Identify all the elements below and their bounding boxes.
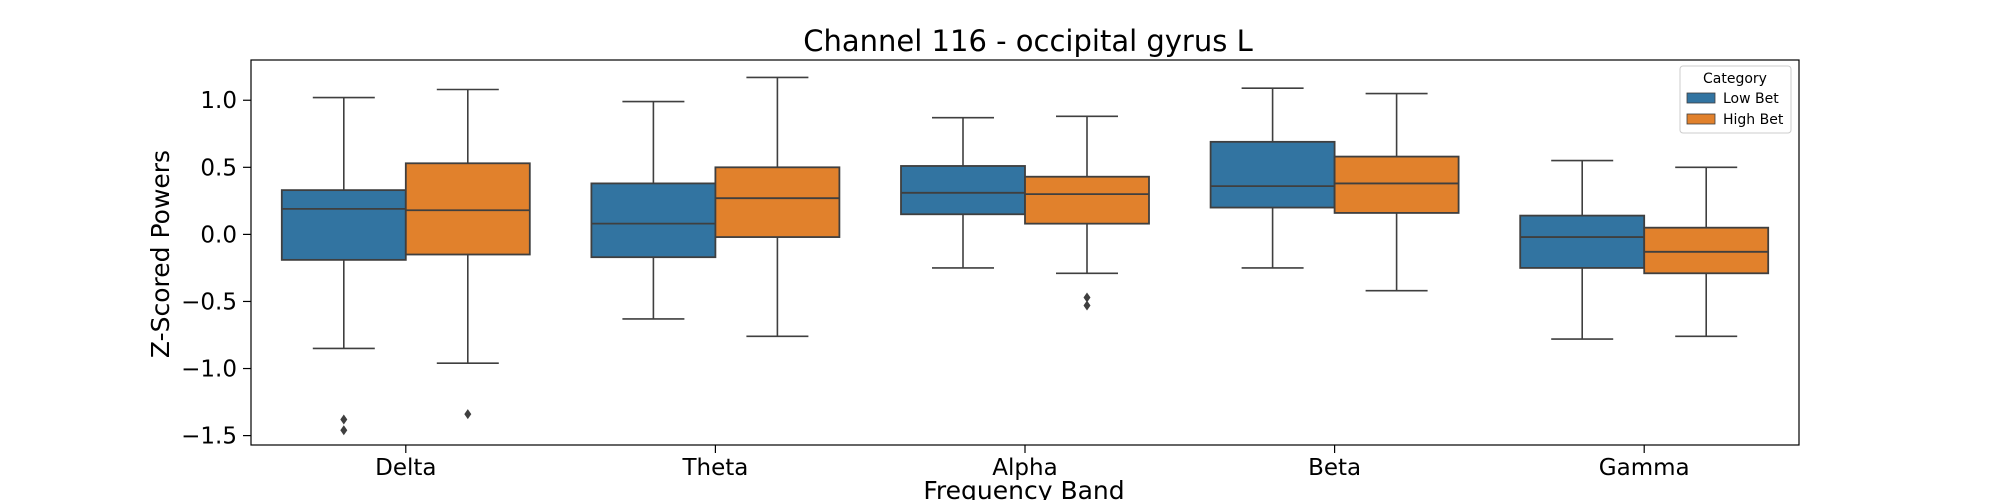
outlier-point bbox=[340, 425, 348, 436]
box-high-bet-alpha bbox=[1024, 115, 1150, 311]
box-iqr bbox=[714, 166, 841, 238]
y-axis: 1.0 0.5 0.0 −0.5 −1.0 −1.5 bbox=[181, 88, 251, 450]
box-high-bet-theta bbox=[714, 76, 841, 338]
y-tick-label: −1.0 bbox=[181, 357, 237, 383]
box-iqr bbox=[590, 182, 717, 259]
box-high-bet-delta bbox=[404, 88, 531, 420]
plot-frame bbox=[250, 59, 1800, 446]
y-axis-label: Z-Scored Powers bbox=[146, 150, 175, 358]
outlier-point bbox=[340, 414, 348, 425]
x-tick-label: Theta bbox=[681, 455, 748, 481]
box-iqr bbox=[1209, 140, 1336, 209]
chart-title: Channel 116 - occipital gyrus L bbox=[803, 24, 1252, 58]
x-tick-label: Alpha bbox=[992, 455, 1057, 481]
plot-area bbox=[280, 76, 1770, 436]
box-iqr bbox=[1024, 175, 1150, 225]
y-tick-label: 1.0 bbox=[200, 88, 237, 114]
x-tick-label: Gamma bbox=[1599, 455, 1690, 481]
legend-swatch-low-bet bbox=[1686, 92, 1716, 104]
box-iqr bbox=[404, 162, 531, 256]
box-iqr bbox=[900, 165, 1026, 216]
box-low-bet-delta bbox=[280, 96, 407, 436]
y-tick-label: 0.5 bbox=[200, 155, 237, 181]
box-iqr bbox=[1643, 226, 1770, 275]
y-tick-label: −1.5 bbox=[181, 424, 237, 450]
x-axis: Delta Theta Alpha Beta Gamma bbox=[375, 445, 1690, 481]
box-iqr bbox=[1519, 214, 1646, 269]
box-high-bet-gamma bbox=[1643, 166, 1770, 338]
outlier-point bbox=[1083, 300, 1091, 311]
outlier-point bbox=[464, 409, 472, 420]
y-tick-label: −0.5 bbox=[181, 289, 237, 315]
x-tick-label: Beta bbox=[1308, 455, 1361, 481]
legend: Category Low Bet High Bet bbox=[1679, 65, 1792, 134]
legend-title: Category bbox=[1703, 71, 1767, 87]
box-iqr bbox=[1333, 155, 1460, 214]
legend-label-high-bet: High Bet bbox=[1723, 112, 1784, 128]
box-iqr bbox=[280, 189, 407, 261]
box-low-bet-alpha bbox=[900, 116, 1026, 269]
x-tick-label: Delta bbox=[375, 455, 436, 481]
y-tick-label: 0.0 bbox=[200, 222, 237, 248]
legend-swatch-high-bet bbox=[1686, 113, 1716, 125]
legend-label-low-bet: Low Bet bbox=[1723, 91, 1779, 107]
box-low-bet-theta bbox=[590, 100, 717, 320]
box-low-bet-gamma bbox=[1519, 159, 1646, 340]
box-low-bet-beta bbox=[1209, 87, 1336, 269]
outlier-point bbox=[1083, 292, 1091, 303]
x-axis-label: Frequency Band bbox=[923, 476, 1124, 500]
box-high-bet-beta bbox=[1333, 92, 1460, 292]
